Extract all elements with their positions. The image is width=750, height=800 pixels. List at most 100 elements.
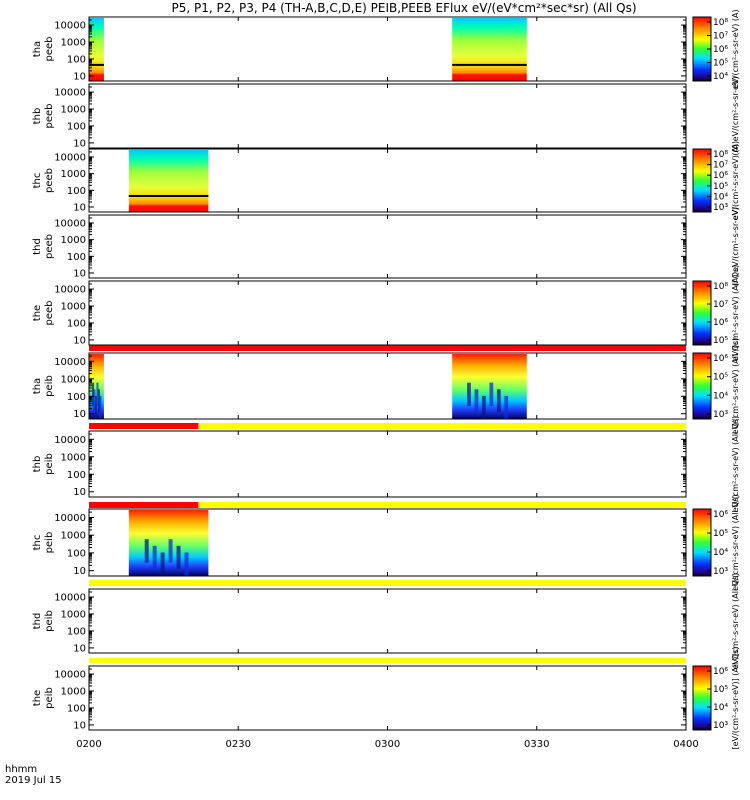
panel-label-product: peeb — [44, 168, 55, 193]
x-tick-label: 0300 — [375, 739, 400, 750]
y-tick-label: 1000 — [61, 374, 86, 385]
panel-frame — [88, 665, 687, 731]
colorbar-tick-label: 10⁸ — [713, 282, 728, 292]
y-tick-label: 10000 — [54, 593, 86, 604]
colorbar-label: eV/(cm²-s-sr-eV) (A) — [731, 141, 740, 220]
colorbar-tick-label: 10⁵ — [713, 685, 728, 695]
colorbar-tick-label: 10⁷ — [713, 32, 728, 42]
panel-label-probe: thb — [32, 456, 43, 473]
mode-strip-segment — [89, 423, 199, 429]
x-tick-label: 0230 — [226, 739, 251, 750]
colorbar-tick-label: 10⁴ — [713, 192, 728, 202]
colorbar-tick-label: 10⁴ — [713, 72, 728, 82]
colorbar-label: [eV/(cm²-s-sr-eV)] (All Qs) — [731, 647, 740, 750]
mode-strip-segment — [89, 502, 199, 508]
panel-frame — [88, 588, 687, 654]
spectrogram-noise — [168, 539, 173, 563]
y-tick-label: 1000 — [61, 169, 86, 180]
spectrogram-noise — [504, 395, 509, 419]
y-tick-label: 100 — [67, 252, 86, 263]
colorbar-label: eV/(cm²-s-sr-eV) (All Qs) — [731, 416, 740, 513]
spectrogram-noise — [152, 545, 157, 570]
panel-label-product: peib — [44, 687, 55, 709]
panel-label-product: peeb — [44, 234, 55, 259]
colorbar-tick-label: 10⁸ — [713, 150, 728, 160]
panel-label-product: peib — [44, 532, 55, 554]
colorbar-tick-label: 10⁶ — [713, 667, 728, 677]
y-tick-label: 1000 — [61, 235, 86, 246]
colorbar-label: (A) eV/(cm²-s-sr-eV) — [731, 76, 740, 155]
colorbar-tick-label: 10⁵ — [713, 336, 728, 346]
spectrogram-noise — [144, 539, 149, 563]
spectrogram-block — [128, 150, 209, 212]
y-tick-label: 10000 — [54, 152, 86, 163]
panel-label-probe: thd — [32, 613, 43, 630]
y-tick-label: 1000 — [61, 531, 86, 542]
spectrogram-noise — [496, 389, 501, 413]
colorbar — [692, 665, 712, 731]
colorbar — [692, 352, 712, 420]
panel-label-product: peeb — [44, 104, 55, 129]
colorbar-tick-label: 10⁸ — [713, 18, 728, 28]
panel-label-product: peib — [44, 453, 55, 475]
panel-label-probe: the — [32, 305, 43, 321]
panel-label-probe: thb — [32, 108, 43, 125]
panel-label-probe: thc — [32, 173, 43, 189]
y-tick-label: 10 — [73, 138, 86, 149]
y-tick-label: 10000 — [54, 218, 86, 229]
y-tick-label: 10 — [73, 71, 86, 82]
panel-label-probe: tha — [32, 378, 43, 394]
y-tick-label: 10000 — [54, 435, 86, 446]
y-tick-label: 100 — [67, 548, 86, 559]
colorbar-label: (A) eV/(cm²-s-sr-eV) — [731, 207, 740, 286]
y-tick-label: 100 — [67, 626, 86, 637]
mode-strip-segment — [89, 658, 686, 663]
y-tick-label: 10000 — [54, 88, 86, 99]
colorbar-label: eV/(cm²-s-sr-eV) (All Qs) — [731, 265, 740, 362]
colorbar-tick-label: 10⁶ — [713, 354, 728, 364]
colorbar-tick-label: 10⁷ — [713, 161, 728, 171]
y-tick-label: 10000 — [54, 357, 86, 368]
y-tick-label: 1000 — [61, 687, 86, 698]
colorbar-tick-label: 10⁵ — [713, 373, 728, 383]
colorbar-tick-label: 10⁶ — [713, 171, 728, 181]
y-tick-label: 10 — [73, 720, 86, 731]
y-tick-label: 1000 — [61, 302, 86, 313]
spectrogram-block — [452, 18, 527, 81]
y-tick-label: 10 — [73, 268, 86, 279]
x-tick-label: 0330 — [524, 739, 549, 750]
colorbar-tick-label: 10³ — [713, 567, 728, 577]
y-tick-label: 10 — [73, 643, 86, 654]
colorbar-label: eV/(cm²-s-sr-eV) (A) — [731, 9, 740, 88]
spectrogram-noise — [97, 389, 100, 413]
y-tick-label: 10 — [73, 487, 86, 498]
y-tick-label: 100 — [67, 186, 86, 197]
colorbar-tick-label: 10³ — [713, 203, 728, 213]
spectrogram-noise — [160, 552, 165, 576]
x-tick-label: 0200 — [76, 739, 101, 750]
colorbar-tick-label: 10⁴ — [713, 703, 728, 713]
colorbar-tick-label: 10⁵ — [713, 182, 728, 192]
figure-title: P5, P1, P2, P3, P4 (TH-A,B,C,D,E) PEIB,P… — [171, 1, 637, 15]
panel-label-product: peib — [44, 375, 55, 397]
y-tick-label: 100 — [67, 392, 86, 403]
y-tick-label: 100 — [67, 703, 86, 714]
panel-label-product: peib — [44, 610, 55, 632]
y-tick-label: 10000 — [54, 670, 86, 681]
panel-label-product: peeb — [44, 301, 55, 326]
y-tick-label: 1000 — [61, 610, 86, 621]
spectrogram-dark-line — [128, 194, 209, 197]
colorbar-tick-label: 10⁶ — [713, 318, 728, 328]
panel-frame — [88, 430, 687, 498]
panel-frame — [88, 352, 687, 420]
spectrogram-noise — [474, 389, 479, 413]
panel-frame — [88, 16, 687, 82]
colorbar-tick-label: 10⁶ — [713, 45, 728, 55]
y-tick-label: 100 — [67, 54, 86, 65]
y-tick-label: 10 — [73, 409, 86, 420]
colorbar-tick-label: 10⁴ — [713, 548, 728, 558]
y-tick-label: 10 — [73, 566, 86, 577]
spectrogram-dark-line — [89, 63, 104, 66]
